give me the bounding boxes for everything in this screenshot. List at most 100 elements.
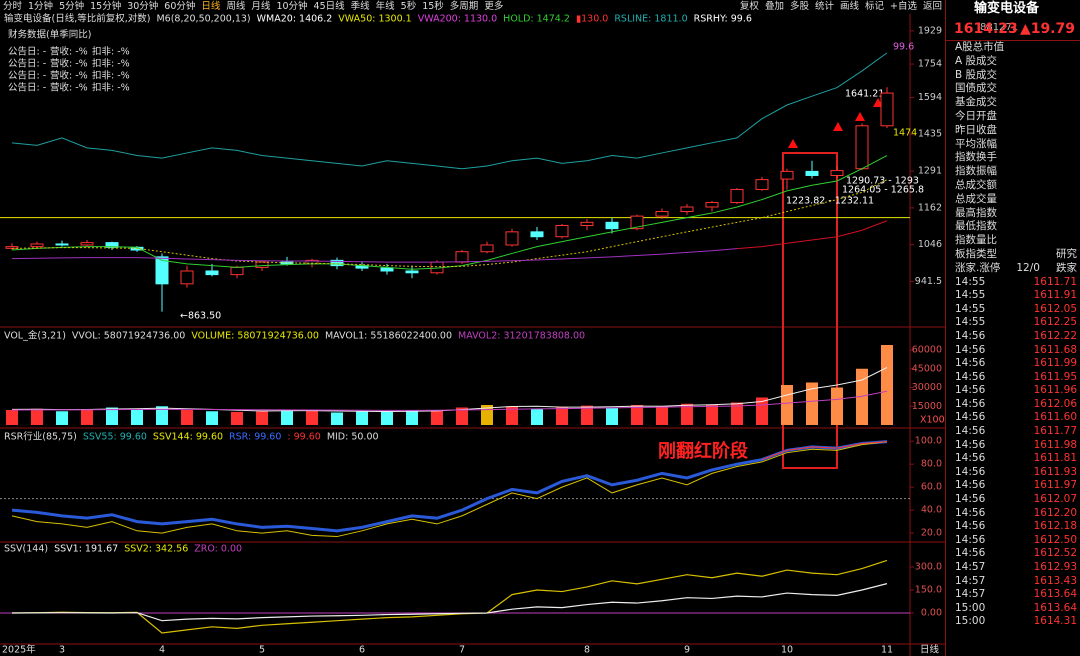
period-tab[interactable]: 60分钟 <box>164 1 196 12</box>
y-tick-label: 1162 <box>918 202 942 213</box>
period-tab[interactable]: 1分钟 <box>28 1 54 12</box>
period-tab[interactable]: 15秒 <box>422 1 444 12</box>
candle-body <box>755 179 769 190</box>
marker <box>833 122 843 131</box>
period-tab[interactable]: 5秒 <box>400 1 417 12</box>
stat-label: 最高指数 <box>955 206 997 219</box>
series-line <box>11 390 888 411</box>
volume-bar <box>231 411 243 425</box>
legend-entry: M6(8,20,50,200,13) <box>156 14 250 25</box>
period-tab[interactable]: 10分钟 <box>276 1 308 12</box>
tick-row: 14:57 1612.93 <box>946 561 1080 575</box>
finance-cell: 公告日: - <box>8 70 46 82</box>
candle-body <box>380 267 394 272</box>
period-tab[interactable]: 年线 <box>375 1 395 12</box>
tool-button[interactable]: 复权 <box>739 1 759 12</box>
tick-row: 14:56 1611.99 <box>946 357 1080 371</box>
x-tick-label: 4 <box>159 645 165 656</box>
volume-bar <box>356 411 368 425</box>
candle-body <box>555 224 569 238</box>
y-tick-label: 1046 <box>918 239 942 250</box>
volume-bar <box>106 407 118 425</box>
tick-price: 1611.98 <box>1033 438 1077 451</box>
volume-bar <box>431 410 443 425</box>
tick-row: 14:56 1612.50 <box>946 534 1080 548</box>
tool-button[interactable]: 叠加 <box>764 1 784 12</box>
period-tab[interactable]: 多周期 <box>449 1 479 12</box>
side-panel: 输变电设备 881271 1614.23 ▲19.79 A股总市值 A 股成交 B 股成… <box>945 0 1080 656</box>
period-tab[interactable]: 5分钟 <box>59 1 85 12</box>
tick-price: 1611.91 <box>1033 289 1077 302</box>
tool-button[interactable]: +自选 <box>890 1 917 12</box>
y-tick-label: 60.0 <box>921 482 942 493</box>
period-tab[interactable]: 季线 <box>350 1 370 12</box>
volume-bar <box>206 411 218 425</box>
x-tick-label: 6 <box>359 645 365 656</box>
tick-row: 14:56 1612.20 <box>946 507 1080 521</box>
legend-entry: RSRHY: 99.6 <box>694 14 752 25</box>
tick-time: 14:56 <box>955 533 986 546</box>
tick-time: 14:56 <box>955 370 986 383</box>
period-tab[interactable]: 30分钟 <box>127 1 159 12</box>
tick-time: 14:56 <box>955 438 986 451</box>
tick-price: 1612.52 <box>1033 547 1077 560</box>
legend-entry: ▮130.0 <box>576 14 608 25</box>
tick-row: 15:00 1614.31 <box>946 615 1080 629</box>
tick-time: 14:55 <box>955 302 986 315</box>
axis-unit: X100万 <box>920 415 945 426</box>
tool-button[interactable]: 返回 <box>922 1 942 12</box>
series-line <box>11 559 888 634</box>
tick-time: 14:56 <box>955 397 986 410</box>
tick-price: 1612.50 <box>1033 533 1077 546</box>
tick-row: 14:55 1611.91 <box>946 289 1080 303</box>
annotation: ←863.50 <box>180 311 221 322</box>
stat-label: 指数量比 <box>955 234 997 247</box>
finance-cell: 公告日: - <box>8 58 46 70</box>
period-tab[interactable]: 周线 <box>226 1 246 12</box>
volume-bar <box>531 408 543 425</box>
period-tab[interactable]: 分时 <box>3 1 23 12</box>
stat-row: 板指类型 研究 <box>946 248 1080 262</box>
series-line <box>11 179 888 268</box>
x-tick-label: 3 <box>59 645 65 656</box>
tool-button[interactable]: 多股 <box>789 1 809 12</box>
volume-bar <box>831 387 843 425</box>
stat-row: A股总市值 <box>946 41 1080 55</box>
stat-row: 基金成交 <box>946 96 1080 110</box>
period-tab[interactable]: 45日线 <box>313 1 345 12</box>
candle-body <box>180 270 194 285</box>
tick-price: 1613.64 <box>1033 601 1077 614</box>
period-tab[interactable]: 日线 <box>201 1 221 12</box>
candle-body <box>855 125 869 170</box>
tick-row: 14:56 1611.68 <box>946 344 1080 358</box>
stat-label: 国债成交 <box>955 82 997 95</box>
tick-price: 1611.95 <box>1033 370 1077 383</box>
candle-body <box>530 231 544 238</box>
annotation: 1290.73 - 1293 <box>846 176 919 187</box>
volume-bar <box>81 409 93 425</box>
tick-row: 14:56 1611.98 <box>946 439 1080 453</box>
tick-row: 14:56 1611.93 <box>946 466 1080 480</box>
tick-price: 1612.06 <box>1033 397 1077 410</box>
candle-body <box>405 270 419 274</box>
tick-time: 14:57 <box>955 574 986 587</box>
tool-button[interactable]: 标记 <box>865 1 885 12</box>
tick-time: 14:55 <box>955 316 986 329</box>
candle-body <box>330 259 344 267</box>
period-tab[interactable]: 15分钟 <box>90 1 122 12</box>
legend-entry: MID: 50.00 <box>327 432 379 443</box>
stat-row: 平均涨幅 <box>946 138 1080 152</box>
legend-entry: SSV(144) <box>4 544 48 555</box>
y-tick-label: 1291 <box>918 166 942 177</box>
stat-row: 指数量比 <box>946 234 1080 248</box>
stat-row: 总成交额 <box>946 179 1080 193</box>
finance-cell: 公告日: - <box>8 46 46 58</box>
period-tab[interactable]: 月线 <box>251 1 271 12</box>
tool-button[interactable]: 统计 <box>814 1 834 12</box>
tool-button[interactable]: 画线 <box>839 1 859 12</box>
stat-label: 今日开盘 <box>955 109 997 122</box>
volume-bar <box>781 385 793 425</box>
period-tab[interactable]: 更多 <box>484 1 504 12</box>
stat-label: 昨日收盘 <box>955 123 997 136</box>
y-tick-label: 20.0 <box>921 528 942 539</box>
